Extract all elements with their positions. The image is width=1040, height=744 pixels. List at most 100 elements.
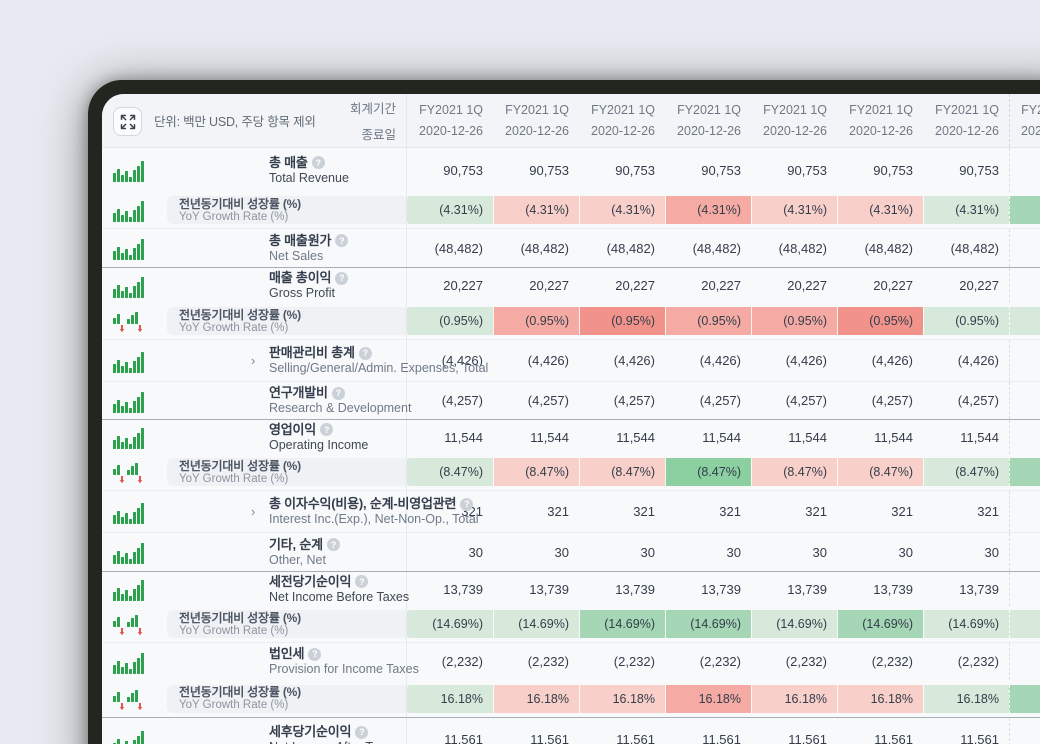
row-label[interactable]: 전년동기대비 성장률 (%) YoY Growth Rate (%) [102, 680, 407, 717]
value-cell: 11,561 [702, 732, 741, 744]
mini-bar-chart-green-icon [113, 730, 144, 744]
row-label[interactable]: 총 매출원가? Net Sales [102, 229, 407, 267]
table-row: 매출 총이익? Gross Profit 20,227 20,227 20,227 20,… [102, 267, 1040, 303]
chevron-right-icon[interactable]: › [251, 352, 256, 368]
row-label[interactable]: 법인세? Provision for Income Taxes [102, 643, 419, 680]
growth-cell: 16.18% [665, 680, 751, 717]
row-label[interactable]: 전년동기대비 성장률 (%) YoY Growth Rate (%) [102, 454, 407, 490]
help-icon[interactable]: ? [308, 647, 322, 661]
value-cell: (4,257) [871, 393, 913, 408]
column-period: FY2021 1Q [849, 103, 913, 117]
row-label[interactable]: 전년동기대비 성장률 (%) YoY Growth Rate (%) [102, 192, 407, 228]
financials-table-card: 단위: 백만 USD, 주당 항목 제외 회계기간 종료일 FY2021 1Q 2… [102, 94, 1040, 744]
row-title-kr: 판매관리비 총계? [269, 345, 406, 361]
value-cell: (4,426) [699, 353, 741, 368]
row-label[interactable]: 영업이익? Operating Income [102, 420, 407, 454]
help-icon[interactable]: ? [326, 538, 340, 551]
row-title-kr: 법인세? [269, 646, 406, 662]
table-row: 전년동기대비 성장률 (%) YoY Growth Rate (%) (4.31%)… [102, 192, 1040, 228]
growth-cell: (0.95%) [751, 303, 837, 339]
help-icon[interactable]: ? [335, 234, 349, 247]
growth-cell: (0.95%) [407, 303, 493, 339]
table-row: 법인세? Provision for Income Taxes (2,232) (2,… [102, 642, 1040, 680]
row-label[interactable]: 세후당기순이익?Net Income After Taxes [102, 718, 407, 744]
growth-heat-cell: 16.18% [493, 684, 579, 713]
table-row: › 판매관리비 총계? Selling/General/Admin. Expense… [102, 339, 1040, 381]
value-cell: 90,753 [443, 162, 483, 178]
chevron-right-icon[interactable]: › [251, 503, 256, 519]
growth-heat-cell: (4.31%) [837, 196, 923, 224]
yoy-label-band: 전년동기대비 성장률 (%) YoY Growth Rate (%) [167, 307, 406, 335]
column-header: FY2021 1Q 2020-12-26 [1009, 94, 1040, 147]
help-icon[interactable]: ? [320, 423, 334, 436]
row-label[interactable]: › 총 이자수익(비용), 순계-비영업관련? Interest Inc.(Exp.… [102, 491, 479, 532]
value-cell: 20,227 [615, 278, 655, 293]
growth-heat-cell: (0.95%) [1009, 307, 1040, 335]
help-icon[interactable]: ? [331, 386, 345, 400]
value-cell: 11,544 [530, 429, 569, 445]
value-cell: 20,227 [959, 278, 999, 293]
expand-table-button[interactable] [113, 107, 142, 136]
column-end-date: 2020-12-26 [1021, 124, 1040, 138]
growth-heat-cell: (4.31%) [493, 196, 579, 224]
table-row: 전년동기대비 성장률 (%) YoY Growth Rate (%) (14.69%… [102, 606, 1040, 642]
help-icon[interactable]: ? [358, 346, 372, 360]
growth-heat-cell: (14.69%) [407, 610, 493, 638]
growth-cell: (8.47%) [751, 454, 837, 490]
growth-cell: (0.95%) [923, 303, 1009, 339]
growth-heat-cell: (0.95%) [665, 307, 751, 335]
value-cell: 20,227 [529, 278, 569, 293]
growth-heat-cell: (8.47%) [493, 458, 579, 486]
column-header: FY2021 1Q 2020-12-26 [665, 94, 751, 147]
value-cell: (4,257) [699, 393, 741, 408]
value-cell: (2,232) [613, 654, 655, 669]
value-cell: (4,426) [441, 353, 483, 368]
value-cell: 13,739 [1009, 572, 1040, 606]
value-cell: 30 [898, 544, 913, 560]
help-icon[interactable]: ? [311, 156, 325, 169]
value-cell: (2,232) [785, 654, 827, 669]
table-row: 전년동기대비 성장률 (%) YoY Growth Rate (%) (8.47%)… [102, 454, 1040, 490]
growth-heat-cell: (8.47%) [923, 458, 1009, 486]
growth-heat-cell: (4.31%) [1009, 196, 1040, 224]
period-row-labels: 회계기간 종료일 [350, 98, 406, 143]
value-cell: 11,544 [874, 429, 913, 445]
value-cell: 11,561 [960, 732, 999, 744]
value-cell: 11,561 [530, 732, 569, 744]
help-icon[interactable]: ? [460, 497, 474, 511]
value-cell: (2,232) [871, 654, 913, 669]
growth-heat-cell: (0.95%) [837, 307, 923, 335]
value-cell: (48,482) [520, 240, 569, 256]
column-headers: FY2021 1Q 2020-12-26 FY2021 1Q 2020-12-26 FY… [407, 94, 1040, 147]
growth-heat-cell: (4.31%) [407, 196, 493, 224]
value-cell: (48,482) [434, 240, 483, 256]
growth-heat-cell: (0.95%) [751, 307, 837, 335]
growth-cell: (14.69%) [579, 606, 665, 642]
column-period: FY2021 1Q [419, 103, 483, 117]
help-icon[interactable]: ? [355, 725, 369, 739]
row-label[interactable]: 전년동기대비 성장률 (%) YoY Growth Rate (%) [102, 303, 407, 339]
row-label[interactable]: 세전당기순이익? Net Income Before Taxes [102, 572, 409, 606]
growth-heat-cell: (8.47%) [751, 458, 837, 486]
yoy-title-kr: 전년동기대비 성장률 (%) [179, 685, 301, 699]
value-cell: 90,753 [873, 162, 913, 178]
row-label[interactable]: 기타, 순계? Other, Net [102, 533, 407, 571]
help-icon[interactable]: ? [335, 271, 349, 285]
growth-cell: (14.69%) [751, 606, 837, 642]
row-label[interactable]: 연구개발비? Research & Development [102, 382, 411, 419]
value-cell: (4,257) [527, 393, 569, 408]
value-cell: (2,232) [699, 654, 741, 669]
growth-cell: (4.31%) [837, 192, 923, 228]
help-icon[interactable]: ? [355, 575, 369, 588]
growth-cell: (14.69%) [665, 606, 751, 642]
value-cell: 90,753 [1009, 148, 1040, 192]
row-label[interactable]: 매출 총이익? Gross Profit [102, 268, 407, 303]
row-label[interactable]: 전년동기대비 성장률 (%) YoY Growth Rate (%) [102, 606, 407, 642]
growth-cell: (8.47%) [407, 454, 493, 490]
value-cell: (2,232) [957, 654, 999, 669]
row-label[interactable]: 총 매출? Total Revenue [102, 148, 407, 192]
row-label[interactable]: › 판매관리비 총계? Selling/General/Admin. Expense… [102, 340, 488, 381]
value-cell: 20,227 [873, 278, 913, 293]
growth-heat-cell: (14.69%) [493, 610, 579, 638]
growth-cell: (14.69%) [923, 606, 1009, 642]
